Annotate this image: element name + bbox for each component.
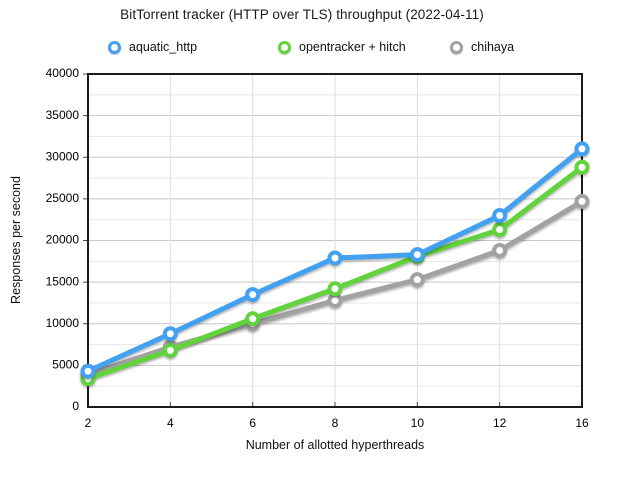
x-tick-label: 2 xyxy=(85,416,92,430)
x-tick-label: 12 xyxy=(493,416,507,430)
legend: aquatic_http opentracker + hitch chihaya xyxy=(0,38,624,56)
legend-item-chihaya: chihaya xyxy=(450,38,514,56)
x-tick-label: 8 xyxy=(332,416,339,430)
plot-border xyxy=(87,73,583,408)
data-point-marker xyxy=(327,292,343,308)
y-tick-label: 15000 xyxy=(46,274,80,288)
data-point-marker xyxy=(409,272,425,288)
y-tick-label: 5000 xyxy=(52,358,79,372)
y-axis-title: Responses per second xyxy=(9,176,23,304)
legend-item-aquatic-http: aquatic_http xyxy=(108,38,197,56)
chart-title: BitTorrent tracker (HTTP over TLS) throu… xyxy=(120,7,484,22)
data-point-marker xyxy=(492,208,508,224)
legend-label: chihaya xyxy=(471,40,515,54)
data-point-marker xyxy=(245,311,261,327)
y-tick-label: 25000 xyxy=(46,191,80,205)
legend-label: aquatic_http xyxy=(129,40,198,54)
data-point-marker xyxy=(409,247,425,263)
data-point-marker xyxy=(245,287,261,303)
data-point-marker xyxy=(80,363,96,379)
data-point-marker xyxy=(492,222,508,238)
y-tick-label: 30000 xyxy=(46,149,80,163)
data-point-marker xyxy=(574,159,590,175)
legend-marker-icon xyxy=(450,40,463,54)
x-tick-label: 16 xyxy=(575,416,589,430)
legend-label: opentracker + hitch xyxy=(299,40,406,54)
data-point-marker xyxy=(162,342,178,358)
data-point-marker xyxy=(327,281,343,297)
data-point-marker xyxy=(492,242,508,258)
x-tick-label: 4 xyxy=(167,416,174,430)
data-point-marker xyxy=(327,250,343,266)
data-point-marker xyxy=(162,326,178,342)
x-tick-label: 10 xyxy=(411,416,425,430)
x-tick-label: 6 xyxy=(249,416,256,430)
legend-item-opentracker-hitch: opentracker + hitch xyxy=(278,38,406,56)
y-tick-label: 0 xyxy=(72,399,79,413)
y-tick-label: 10000 xyxy=(46,316,80,330)
x-axis-title: Number of allotted hyperthreads xyxy=(245,438,425,452)
series-aquatic-http xyxy=(80,141,590,379)
legend-marker-icon xyxy=(108,40,121,54)
data-point-marker xyxy=(574,141,590,157)
legend-marker-icon xyxy=(278,40,291,54)
y-tick-label: 40000 xyxy=(46,66,80,80)
y-tick-label: 20000 xyxy=(46,233,80,247)
data-point-marker xyxy=(574,193,590,209)
y-tick-label: 35000 xyxy=(46,108,80,122)
